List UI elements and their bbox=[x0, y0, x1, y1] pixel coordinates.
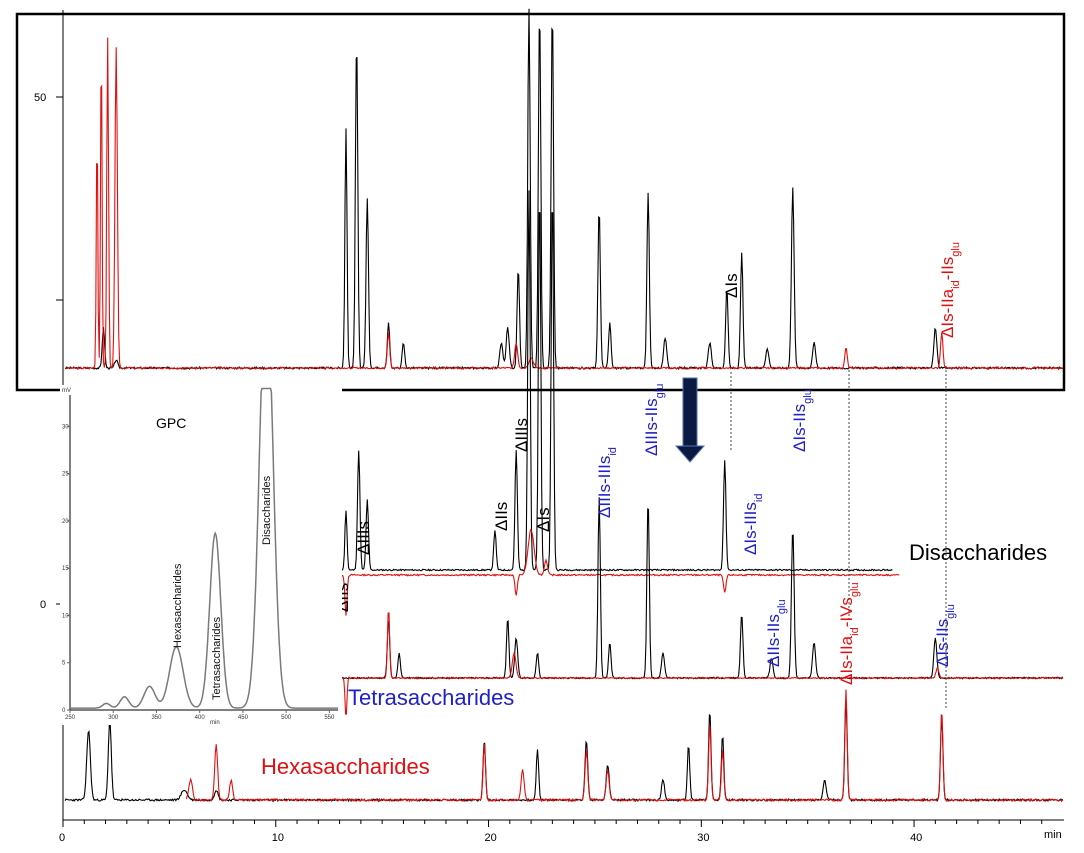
inset-y-tick-label: 10 bbox=[62, 613, 69, 619]
x-ticks: 0 10 20 30 40 bbox=[59, 820, 1043, 844]
peak-label: ΔIIIs-IIsglu bbox=[642, 384, 666, 456]
trace-line bbox=[339, 497, 1064, 680]
inset-y-tick-label: 0 bbox=[62, 708, 66, 714]
inset-x-tick-label: 550 bbox=[324, 715, 335, 721]
inset-peak-label: Tetrasaccharides bbox=[211, 616, 223, 700]
trace-line bbox=[65, 37, 1063, 370]
trace-label-disaccharides: Disaccharides bbox=[909, 540, 1047, 565]
trace-line bbox=[64, 8, 1063, 371]
inset-title: GPC bbox=[156, 415, 186, 431]
main-axes: 0 10 20 30 40 50 0 min bbox=[34, 10, 1064, 844]
inset-x-label: min bbox=[210, 720, 220, 726]
trace-line bbox=[328, 190, 893, 572]
inset-y-unit: mV bbox=[62, 388, 71, 394]
inset-x-tick-label: 400 bbox=[195, 715, 206, 721]
peak-label: ΔIs-IIaid-IIsglu bbox=[938, 242, 962, 338]
inset-y-tick-label: 20 bbox=[62, 519, 69, 525]
guide-lines bbox=[730, 366, 947, 708]
trace-line bbox=[339, 612, 1064, 715]
x-tick-label: 0 bbox=[59, 832, 65, 844]
peak-label: ΔIIIs bbox=[512, 418, 531, 452]
chromatogram-traces bbox=[64, 8, 1064, 803]
peak-label: ΔIs bbox=[722, 273, 741, 298]
inset-x-tick-label: 450 bbox=[238, 715, 249, 721]
peak-label: ΔIIs bbox=[492, 502, 511, 531]
inset-y-tick-label: 25 bbox=[62, 472, 69, 478]
y-tick-label-0: 0 bbox=[40, 599, 46, 611]
inset-peak-label: Hexasaccharides bbox=[172, 563, 184, 648]
x-tick-label: 30 bbox=[697, 832, 709, 844]
inset-y-tick-label: 15 bbox=[62, 566, 69, 572]
inset-ticks: 250 300 350 400 450 500 550 0 5 10 15 20 25 30 bbox=[62, 424, 335, 721]
peak-label: ΔIIs-IIsglu bbox=[764, 599, 788, 667]
peak-label: ΔIs bbox=[534, 507, 553, 532]
inset-y-tick-label: 5 bbox=[62, 661, 66, 667]
peak-label: ΔIs-IIsglu bbox=[933, 604, 957, 667]
peak-label: ΔIs-IIIsid bbox=[741, 494, 765, 555]
inset-x-tick-label: 350 bbox=[151, 715, 162, 721]
gpc-inset: 250 300 350 400 450 500 550 0 5 10 15 20 25 30 GPC mi… bbox=[60, 385, 342, 726]
inset-peak-label: Disaccharides bbox=[261, 475, 273, 545]
peak-label: ΔIIIs bbox=[354, 521, 373, 555]
peak-label: ΔIIIs-IIIsid bbox=[595, 447, 619, 518]
inset-y-tick-label: 30 bbox=[62, 424, 69, 430]
trace-line bbox=[328, 528, 900, 616]
inset-x-tick-label: 250 bbox=[65, 715, 76, 721]
zoom-box bbox=[15, 12, 1066, 392]
trace-label-hexasaccharides: Hexasaccharides bbox=[261, 754, 430, 779]
y-tick-label-50: 50 bbox=[34, 92, 46, 104]
inset-x-tick-label: 500 bbox=[281, 715, 292, 721]
gpc-trace bbox=[70, 387, 338, 709]
trace-line bbox=[64, 703, 1064, 803]
inset-peak-labels: Hexasaccharides Tetrasaccharides Disacchar… bbox=[172, 475, 273, 700]
x-tick-label: 20 bbox=[485, 832, 497, 844]
peak-label: ΔIs-IIaid-IVsglu bbox=[837, 582, 861, 685]
x-tick-label: 40 bbox=[910, 832, 922, 844]
inset-x-tick-label: 300 bbox=[108, 715, 119, 721]
down-arrow-icon bbox=[674, 377, 706, 463]
x-tick-label: 10 bbox=[272, 832, 284, 844]
trace-label-tetrasaccharides: Tetrasaccharides bbox=[348, 685, 514, 710]
x-axis-label: min bbox=[1044, 829, 1062, 841]
trace-line bbox=[185, 689, 1064, 803]
peak-label: ΔIs-IIsglu bbox=[790, 389, 814, 452]
